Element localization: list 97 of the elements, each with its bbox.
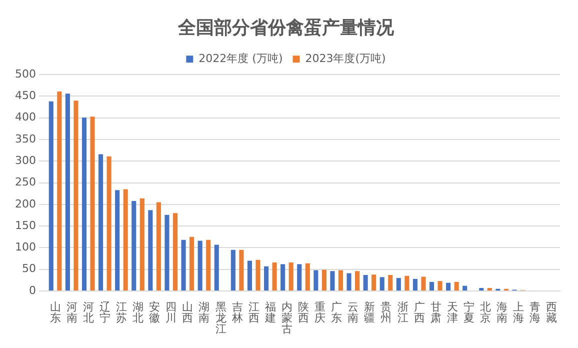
bar	[123, 189, 128, 290]
bar	[214, 244, 219, 290]
bar	[74, 100, 78, 290]
x-tick-label: 辽宁	[99, 300, 110, 324]
x-tick-label: 河北	[82, 300, 94, 324]
bar	[65, 94, 70, 290]
bar	[82, 117, 87, 290]
bar	[438, 281, 442, 290]
bar	[181, 240, 186, 290]
bar	[280, 264, 286, 290]
x-tick-label: 贵州	[380, 300, 392, 324]
y-tick-label: 450	[14, 89, 36, 102]
bar	[156, 202, 161, 290]
bar	[314, 270, 318, 290]
x-tick-label: 河南	[66, 300, 78, 324]
x-tick-label: 陕西	[298, 300, 309, 324]
x-tick-label: 天津	[446, 300, 458, 324]
x-tick-label: 湖南	[198, 300, 210, 324]
bar	[479, 288, 484, 290]
x-tick-label: 安徽	[149, 300, 160, 324]
bar	[330, 271, 335, 290]
y-tick-label: 500	[14, 67, 36, 80]
x-tick-label: 广东	[331, 300, 342, 324]
legend-label: 2023年度(万吨)	[305, 52, 386, 65]
bar	[190, 236, 194, 290]
y-tick-label: 400	[14, 110, 36, 124]
bar	[372, 274, 376, 290]
x-tick-label: 北京	[480, 300, 492, 324]
bar	[172, 213, 178, 290]
x-tick-label: 海南	[496, 300, 508, 324]
x-tick-label: 山东	[50, 300, 61, 324]
bar	[140, 198, 144, 290]
bar	[206, 240, 211, 290]
x-tick-label: 青海	[530, 300, 541, 324]
bar	[404, 276, 410, 290]
bar	[421, 276, 426, 290]
y-tick-label: 0	[28, 284, 36, 297]
x-tick-label: 吉林	[230, 300, 243, 324]
y-tick-label: 200	[14, 197, 36, 210]
x-tick-label: 云南	[348, 300, 359, 324]
x-tick-label: 内蒙古	[281, 300, 292, 336]
x-tick-label: 山西	[182, 300, 194, 324]
bar	[247, 260, 252, 290]
bar	[338, 270, 344, 290]
bar	[305, 263, 310, 290]
y-tick-label: 100	[14, 240, 36, 254]
y-tick-label: 300	[14, 154, 36, 168]
bar	[115, 190, 120, 290]
bar	[288, 262, 294, 290]
x-tick-label: 广西	[414, 300, 425, 324]
bar	[322, 270, 326, 290]
bar	[355, 271, 360, 290]
x-tick-label: 福建	[264, 300, 276, 324]
bar	[198, 240, 202, 290]
x-tick-label: 四川	[166, 300, 177, 324]
bar	[272, 262, 277, 290]
bar	[256, 260, 260, 290]
bar	[148, 210, 153, 290]
x-tick-label: 上海	[513, 300, 524, 324]
x-tick-label: 浙江	[397, 300, 408, 324]
y-tick-label: 150	[14, 218, 36, 232]
bar	[388, 274, 393, 290]
x-tick-label: 甘肃	[430, 300, 442, 324]
x-tick-label: 新疆	[364, 300, 376, 324]
chart-title: 全国部分省份禽蛋产量情况	[177, 17, 395, 38]
legend-label: 2022年度 (万吨)	[198, 52, 283, 65]
y-tick-label: 350	[14, 132, 36, 146]
bar	[297, 264, 302, 290]
bar	[98, 154, 104, 290]
x-tick-label: 宁夏	[463, 300, 474, 324]
bar	[363, 274, 368, 290]
bar	[48, 101, 54, 290]
bar	[462, 286, 468, 290]
bar	[380, 277, 384, 290]
bar	[346, 273, 352, 290]
bar	[487, 288, 492, 290]
bar	[132, 200, 136, 290]
bar	[164, 214, 170, 290]
y-tick-label: 250	[14, 176, 36, 189]
x-tick-label: 黑龙江	[215, 300, 226, 336]
bar	[230, 250, 236, 290]
bar	[454, 282, 459, 290]
bar	[90, 116, 95, 290]
y-tick-label: 50	[22, 262, 36, 276]
bar	[106, 156, 112, 290]
bar	[396, 278, 401, 290]
bar	[264, 266, 269, 290]
bar	[57, 91, 62, 290]
bar	[412, 278, 418, 290]
x-tick-label: 重庆	[314, 300, 326, 324]
x-tick-label: 湖北	[132, 300, 144, 324]
bar	[429, 282, 434, 290]
x-tick-label: 西藏	[546, 300, 558, 324]
bar	[239, 250, 244, 290]
bar	[446, 282, 451, 290]
x-tick-label: 江西	[248, 300, 260, 324]
x-tick-label: 江苏	[116, 300, 127, 324]
